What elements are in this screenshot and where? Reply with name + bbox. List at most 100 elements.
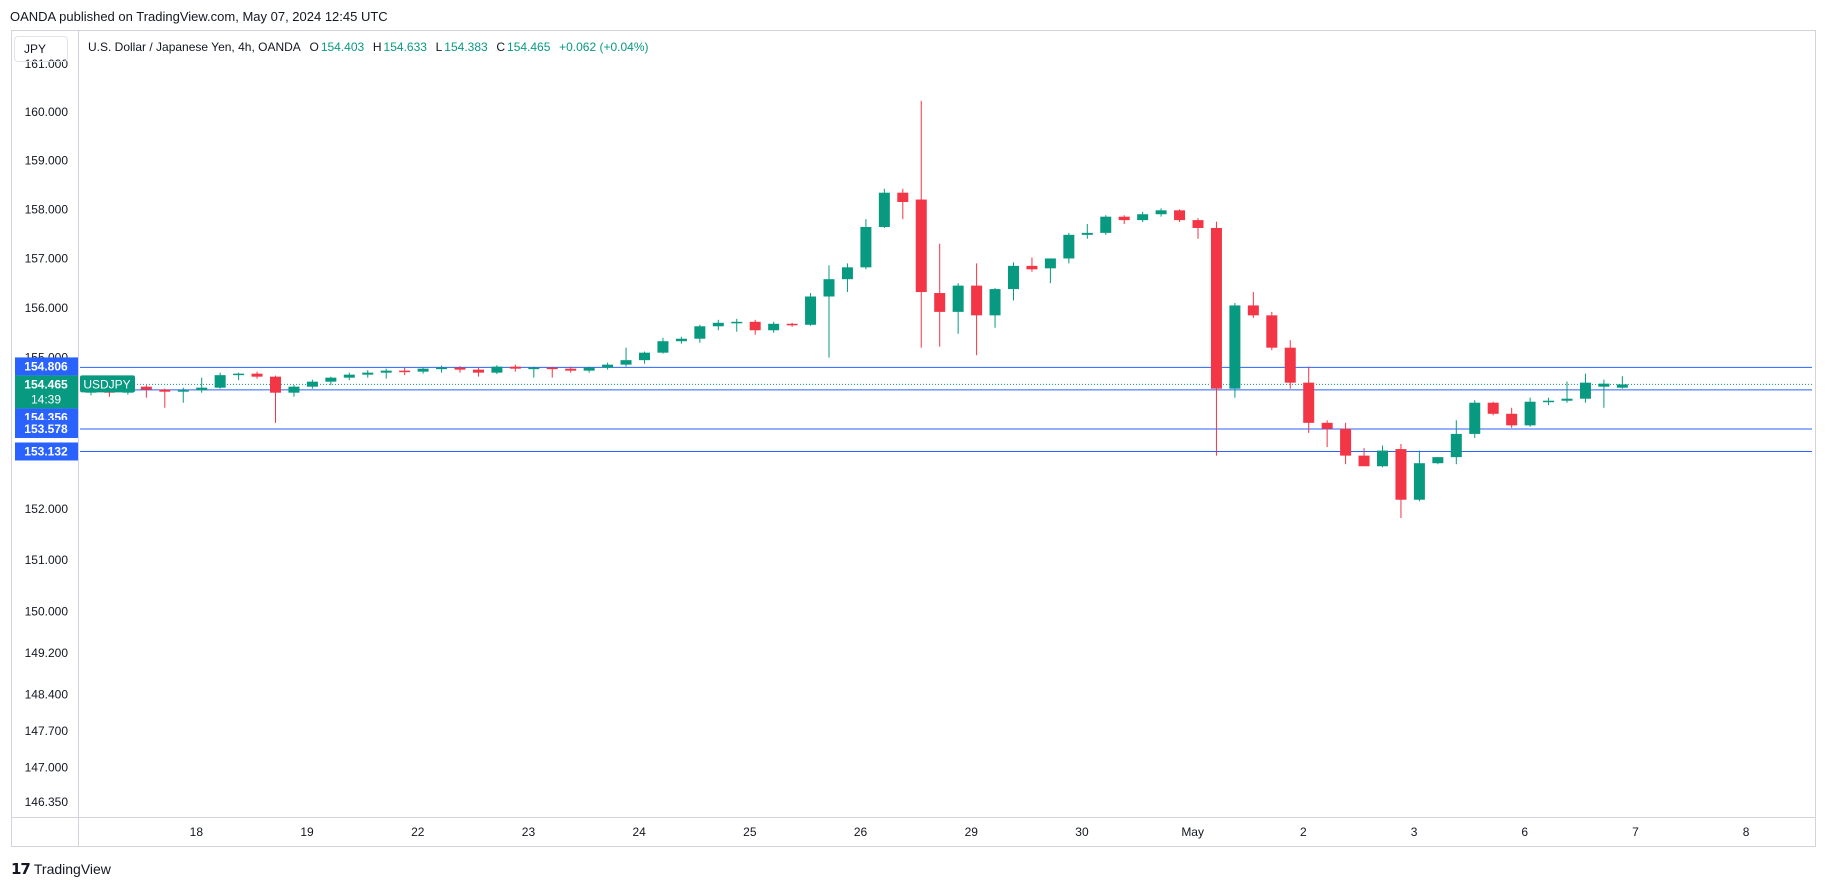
candle-body [1432,457,1444,464]
candle-body [1377,450,1388,467]
candle-body [694,326,706,339]
candle-body [823,279,835,297]
candle-body [288,386,300,393]
candle-body [602,364,614,368]
candle-body [270,376,281,393]
time-tick-label: 29 [965,825,979,839]
horizontal-lines[interactable] [80,366,1812,452]
legend-symbol-name[interactable]: U.S. Dollar / Japanese Yen, 4h, OANDA [88,40,301,54]
candle-body [528,367,540,370]
candle-body [1229,305,1241,389]
candle-body [1413,463,1425,500]
price-tick-label: 149.200 [25,646,69,660]
time-tick-label: 7 [1632,825,1639,839]
candle-body [971,285,983,316]
price-tick-label: 156.000 [25,301,69,315]
candle-body [897,192,909,202]
candle-body [749,321,761,331]
symbol-tag [80,375,135,393]
time-tick-label: 30 [1075,825,1089,839]
time-tick-label: 19 [300,825,314,839]
candle-body [860,226,872,268]
legend-high-label: H [372,40,382,54]
time-tick-label: 24 [632,825,646,839]
candle-body [1524,401,1536,426]
candle-body [1192,220,1204,228]
time-tick-label: 23 [522,825,536,839]
brand-name[interactable]: TradingView [33,861,111,877]
candle-body [251,373,263,377]
candle-body [952,285,964,312]
candle-body [805,296,817,325]
legend-open: 154.403 [320,40,365,54]
candle-body [1395,449,1407,500]
countdown-label: 14:39 [31,392,61,406]
candle-body [1155,210,1167,215]
candle-body [1210,227,1222,389]
candle-body [196,387,208,391]
time-tick-label: 2 [1300,825,1307,839]
candle-body [472,369,484,373]
candle-body [620,360,632,365]
candle-body [657,341,669,353]
legend-close-label: C [496,40,506,54]
candle-body [177,390,189,392]
price-tick-label: 158.000 [25,202,69,216]
hline-price-text: 153.578 [24,422,68,436]
candle-body [1358,455,1370,467]
price-axis-divider [78,30,79,847]
price-tick-label: 152.000 [25,502,69,516]
time-tick-label: 22 [411,825,425,839]
legend-low-label: L [435,40,443,54]
candle-body [1487,402,1499,414]
time-axis[interactable]: 18 19 22 23 24 25 26 29 30 May 2 3 6 7 8 [190,825,1750,839]
candle-body [639,352,650,361]
candle-body [934,293,946,312]
time-tick-label: 26 [854,825,868,839]
candle-body [583,367,595,371]
candle-body [1303,382,1315,423]
legend-close: 154.465 [507,40,551,54]
last-price-box [15,375,78,409]
candle-body [399,370,411,373]
price-tick-label: 157.000 [25,251,69,265]
price-tick-label: 150.000 [25,604,69,618]
price-tick-label: 146.350 [25,795,69,809]
candle-body [343,374,355,378]
candle-body [140,386,152,390]
candle-body [1450,433,1462,458]
time-tick-label: 8 [1743,825,1750,839]
candle-body [546,367,558,370]
legend-low: 154.383 [444,40,488,54]
candle-body [1598,383,1610,387]
price-tick-label: 147.700 [25,724,69,738]
candle-body [1063,234,1075,259]
price-tick-label: 151.000 [25,553,69,567]
candle-body [1247,305,1259,316]
time-tick-label: 18 [190,825,204,839]
candle-body [380,370,392,373]
candle-body [1174,210,1186,221]
candle-body [1616,384,1628,388]
candle-body [1008,265,1019,290]
candle-body [306,381,318,387]
candle-body [491,366,503,373]
price-tick-label: 160.000 [25,105,69,119]
price-tick-label: 148.400 [25,687,69,701]
time-tick-label: May [1181,825,1204,839]
candle-body [1284,347,1296,383]
candle-body [1118,216,1130,221]
candle-body [436,367,448,370]
candle-body [878,192,890,227]
price-tick-label: 147.000 [25,761,69,775]
price-tick-label: 159.000 [25,154,69,168]
currency-selector[interactable]: JPY [14,36,68,62]
candle-body [325,377,337,382]
candle-body [731,321,743,324]
hline-price-label [15,442,78,461]
hline-price-label [15,419,78,438]
legend-change: +0.062 (+0.04%) [559,40,649,54]
candle-body [565,368,577,371]
